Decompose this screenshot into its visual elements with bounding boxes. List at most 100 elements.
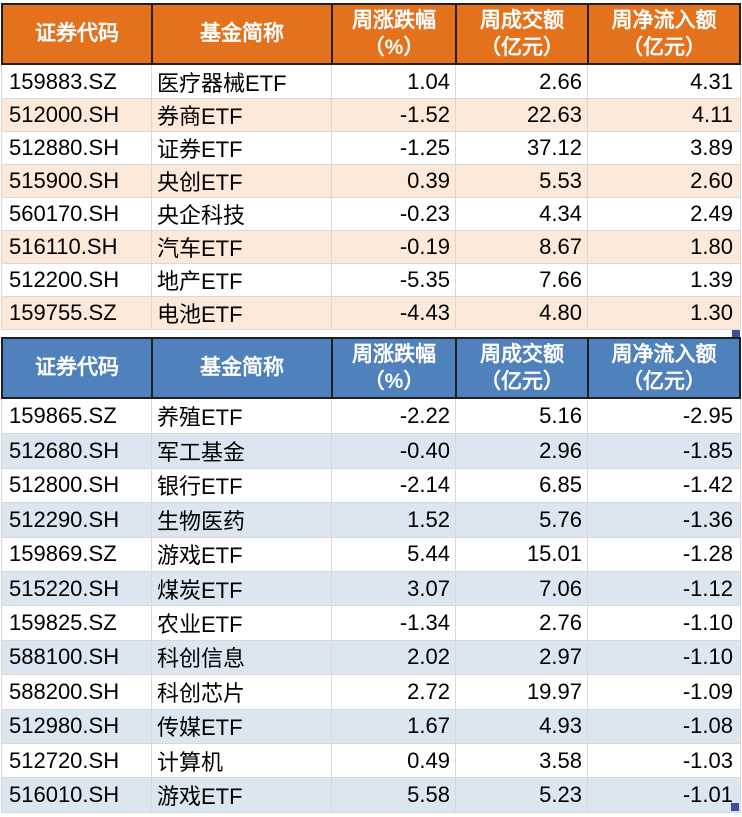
weekly-turnover-cell: 5.53	[456, 165, 588, 197]
weekly-net-inflow-cell: -1.12	[682, 575, 733, 601]
weekly-change-cell: 2.72	[332, 675, 456, 709]
security-code-cell: 515220.SH	[2, 571, 152, 606]
weekly-net-inflow-cell: 1.30	[690, 300, 733, 325]
fund-name-cell: 传媒ETF	[152, 709, 332, 743]
security-code-cell: 512290.SH	[2, 503, 152, 537]
table-row: 512980.SH 传媒ETF 1.67 4.93 -1.08	[2, 708, 740, 743]
weekly-change-cell: -2.22	[332, 399, 456, 434]
table-row: 512200.SH 地产ETF -5.35 7.66 1.39	[2, 263, 740, 296]
table-row: 512680.SH 军工基金 -0.40 2.96 -1.85	[2, 433, 740, 468]
column-header-weekly-turnover: 周成交额 （亿元）	[457, 5, 589, 63]
weekly-change-cell: 3.07	[332, 571, 456, 606]
security-code-cell: 159755.SZ	[2, 297, 152, 329]
table-row: 512000.SH 券商ETF -1.52 22.63 4.11	[2, 98, 740, 131]
security-code-cell: 159825.SZ	[2, 606, 152, 640]
weekly-net-inflow-cell: -1.10	[682, 610, 733, 636]
weekly-turnover-cell: 15.01	[456, 537, 588, 571]
security-code-cell: 159883.SZ	[2, 65, 152, 98]
security-code-cell: 512200.SH	[2, 264, 152, 296]
table-row: 512290.SH 生物医药 1.52 5.76 -1.36	[2, 502, 740, 537]
weekly-change-cell: 2.02	[332, 640, 456, 675]
weekly-change-cell: 5.44	[332, 537, 456, 571]
selection-handle-icon[interactable]	[732, 330, 740, 338]
weekly-net-inflow-cell: -1.09	[682, 678, 733, 704]
security-code-cell: 588100.SH	[2, 640, 152, 675]
weekly-change-cell: 1.52	[332, 503, 456, 537]
weekly-change-cell: -1.34	[332, 606, 456, 640]
net-outflow-table-body: 159865.SZ 养殖ETF -2.22 5.16 -2.95 512680.SH 军工基…	[1, 399, 741, 813]
security-code-cell: 512000.SH	[2, 99, 152, 131]
weekly-net-inflow-cell: -1.28	[682, 541, 733, 567]
fund-name-cell: 游戏ETF	[152, 537, 332, 571]
net-outflow-table-header-row: 证券代码 基金简称 周涨跌幅 （%） 周成交额 （亿元） 周净流入额 （亿元）	[1, 337, 741, 399]
table-row: 515220.SH 煤炭ETF 3.07 7.06 -1.12	[2, 570, 740, 606]
weekly-net-inflow-cell: -2.95	[682, 403, 733, 429]
net-inflow-table-body: 159883.SZ 医疗器械ETF 1.04 2.66 4.31 512000.SH 券商E…	[1, 65, 741, 330]
net-inflow-table-header-row: 证券代码 基金简称 周涨跌幅 （%） 周成交额 （亿元） 周净流入额 （亿元）	[1, 3, 741, 65]
fund-name-cell: 农业ETF	[152, 606, 332, 640]
security-code-cell: 159869.SZ	[2, 537, 152, 571]
fund-name-cell: 医疗器械ETF	[152, 65, 332, 98]
fund-name-cell: 地产ETF	[152, 264, 332, 296]
table-row: 588100.SH 科创信息 2.02 2.97 -1.10	[2, 639, 740, 675]
table-row: 159883.SZ 医疗器械ETF 1.04 2.66 4.31	[2, 65, 740, 98]
weekly-change-cell: -0.23	[332, 198, 456, 230]
table-row: 512800.SH 银行ETF -2.14 6.85 -1.42	[2, 467, 740, 503]
column-header-weekly-change: 周涨跌幅 （%）	[333, 339, 457, 397]
weekly-net-inflow-cell: -1.85	[682, 438, 733, 464]
weekly-turnover-cell: 2.76	[456, 606, 588, 640]
column-header-fund-name: 基金简称	[153, 339, 333, 397]
weekly-net-inflow-cell: -1.01	[682, 781, 733, 807]
weekly-turnover-cell: 4.93	[456, 709, 588, 743]
selection-handle-icon[interactable]	[731, 802, 739, 811]
weekly-net-inflow-cell: -1.36	[682, 506, 733, 532]
table-row: 512720.SH 计算机 0.49 3.58 -1.03	[2, 742, 740, 778]
table-row: 159869.SZ 游戏ETF 5.44 15.01 -1.28	[2, 536, 740, 571]
weekly-turnover-cell: 2.66	[456, 65, 588, 98]
table-row: 516010.SH 游戏ETF 5.58 5.23 -1.01	[2, 777, 740, 812]
weekly-change-cell: -0.40	[332, 434, 456, 468]
fund-name-cell: 科创信息	[152, 640, 332, 675]
weekly-turnover-cell: 5.76	[456, 503, 588, 537]
weekly-net-inflow-cell: 2.49	[690, 201, 733, 226]
weekly-turnover-cell: 4.34	[456, 198, 588, 230]
fund-name-cell: 央创ETF	[152, 165, 332, 197]
net-outflow-table: 证券代码 基金简称 周涨跌幅 （%） 周成交额 （亿元） 周净流入额 （亿元） 159865.…	[1, 337, 741, 813]
weekly-turnover-cell: 7.06	[456, 571, 588, 606]
weekly-net-inflow-cell: 2.60	[690, 168, 733, 193]
weekly-turnover-cell: 2.97	[456, 640, 588, 675]
table-row: 159865.SZ 养殖ETF -2.22 5.16 -2.95	[2, 399, 740, 434]
table-row: 515900.SH 央创ETF 0.39 5.53 2.60	[2, 164, 740, 197]
weekly-turnover-cell: 4.80	[456, 297, 588, 329]
weekly-change-cell: 1.04	[332, 65, 456, 98]
weekly-net-inflow-cell: 1.39	[690, 267, 733, 292]
weekly-change-cell: 0.49	[332, 743, 456, 778]
table-row: 560170.SH 央企科技 -0.23 4.34 2.49	[2, 197, 740, 230]
fund-name-cell: 央企科技	[152, 198, 332, 230]
table-row: 516110.SH 汽车ETF -0.19 8.67 1.80	[2, 230, 740, 263]
weekly-net-inflow-cell: 1.80	[690, 234, 733, 259]
weekly-turnover-cell: 2.96	[456, 434, 588, 468]
security-code-cell: 560170.SH	[2, 198, 152, 230]
security-code-cell: 588200.SH	[2, 675, 152, 709]
weekly-turnover-cell: 5.23	[456, 778, 588, 812]
weekly-change-cell: 0.39	[332, 165, 456, 197]
weekly-change-cell: -1.25	[332, 132, 456, 164]
weekly-change-cell: 1.67	[332, 709, 456, 743]
weekly-change-cell: 5.58	[332, 778, 456, 812]
security-code-cell: 159865.SZ	[2, 399, 152, 434]
weekly-net-inflow-cell: -1.42	[682, 472, 733, 498]
weekly-net-inflow-cell: 3.89	[690, 135, 733, 160]
weekly-turnover-cell: 8.67	[456, 231, 588, 263]
security-code-cell: 512680.SH	[2, 434, 152, 468]
column-header-security-code: 证券代码	[3, 5, 153, 63]
table-row: 159825.SZ 农业ETF -1.34 2.76 -1.10	[2, 605, 740, 640]
weekly-net-inflow-cell: 4.31	[690, 68, 733, 94]
fund-name-cell: 军工基金	[152, 434, 332, 468]
column-header-weekly-turnover: 周成交额 （亿元）	[457, 339, 589, 397]
weekly-change-cell: -1.52	[332, 99, 456, 131]
weekly-turnover-cell: 5.16	[456, 399, 588, 434]
security-code-cell: 512980.SH	[2, 709, 152, 743]
security-code-cell: 516010.SH	[2, 778, 152, 812]
